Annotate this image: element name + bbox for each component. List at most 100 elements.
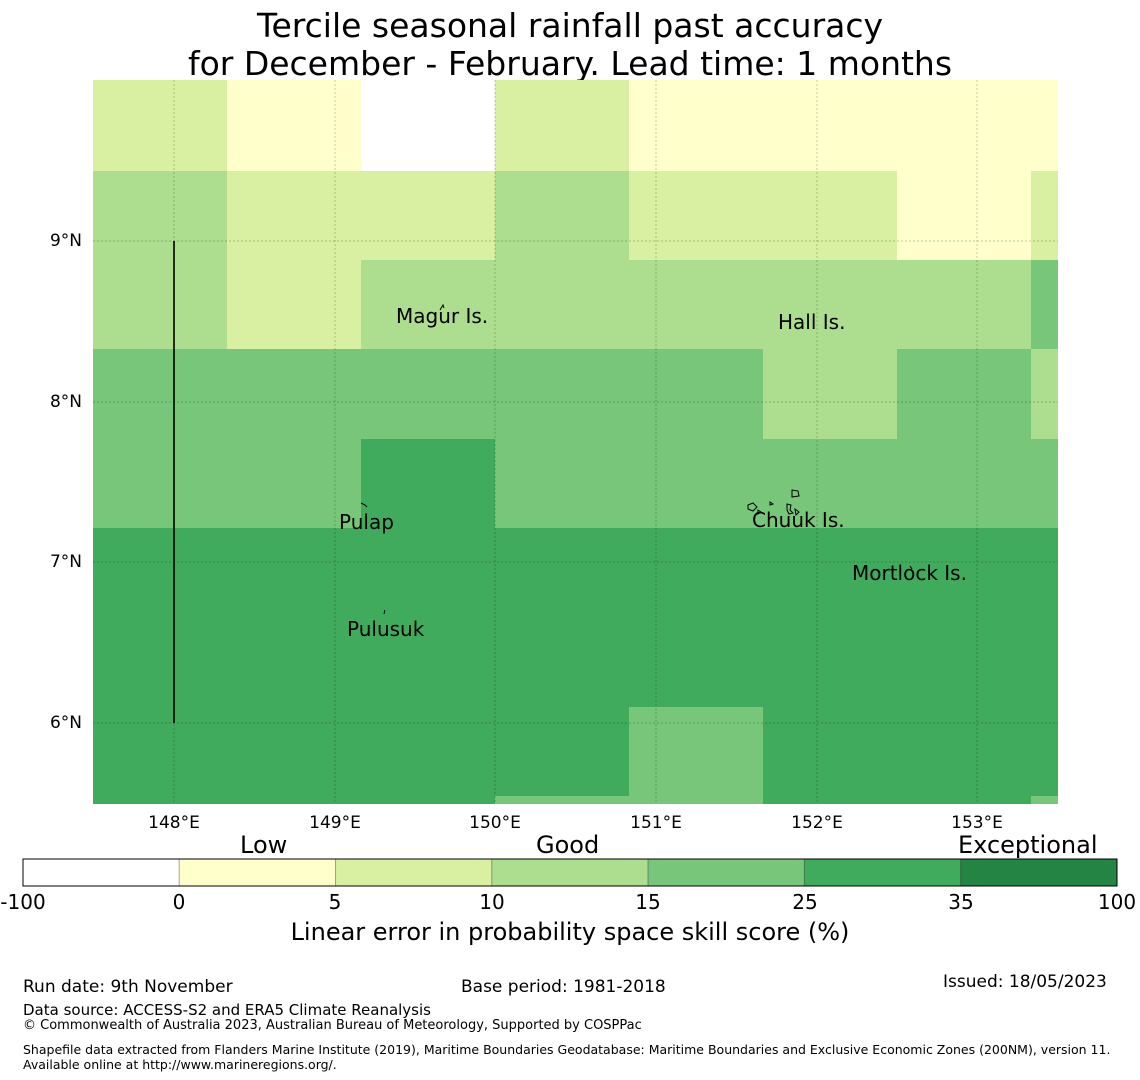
grid-cell bbox=[629, 439, 763, 528]
grid-cell bbox=[763, 171, 897, 260]
grid-cell bbox=[361, 80, 495, 171]
colorbar-swatch bbox=[960, 858, 1118, 887]
map-title-line-1: Tercile seasonal rainfall past accuracy bbox=[256, 6, 884, 45]
grid-cell bbox=[629, 349, 763, 439]
grid-cell bbox=[227, 439, 361, 528]
colorbar-swatch bbox=[178, 858, 337, 887]
grid-cell bbox=[495, 80, 629, 171]
mortlock-island-outline bbox=[909, 565, 913, 570]
grid-cell bbox=[227, 80, 361, 171]
grid-cell bbox=[629, 80, 763, 171]
grid-cell bbox=[763, 80, 897, 171]
colorbar-label: Linear error in probability space skill … bbox=[290, 918, 850, 946]
grid-cell bbox=[495, 707, 629, 804]
grid-cell bbox=[1031, 260, 1058, 349]
category-good: Good bbox=[536, 831, 600, 859]
skill-grid bbox=[93, 80, 1058, 804]
lat-label-7n: 7°N bbox=[49, 552, 82, 572]
grid-cell bbox=[93, 80, 227, 171]
grid-cell bbox=[1031, 439, 1058, 528]
grid-cell bbox=[361, 707, 495, 804]
shapefile-credit: Shapefile data extracted from Flanders M… bbox=[23, 1042, 1111, 1072]
lon-label-148e: 148°E bbox=[148, 813, 200, 833]
colorbar-tick: 25 bbox=[792, 890, 818, 914]
grid-cell bbox=[897, 439, 1031, 528]
grid-cell bbox=[1031, 171, 1058, 260]
grid-cell bbox=[93, 439, 227, 528]
place-label-magur: Magur Is. bbox=[396, 304, 488, 328]
grid-cell bbox=[93, 528, 227, 707]
grid-cell bbox=[1031, 528, 1058, 707]
category-low: Low bbox=[240, 831, 288, 859]
colorbar-tick: 0 bbox=[172, 890, 186, 914]
grid-cell bbox=[629, 707, 763, 804]
grid-cell bbox=[629, 528, 763, 707]
colorbar-swatch bbox=[335, 858, 493, 887]
grid-cell bbox=[763, 260, 897, 349]
grid-cell bbox=[227, 260, 361, 349]
grid-cell bbox=[897, 707, 1031, 804]
lon-label-153e: 153°E bbox=[951, 813, 1003, 833]
colorbar-tick: 10 bbox=[479, 890, 505, 914]
grid-cell bbox=[227, 171, 361, 260]
pulusuk-island-outline bbox=[383, 609, 386, 615]
grid-cell bbox=[93, 707, 227, 804]
grid-cell bbox=[1031, 796, 1058, 804]
grid-cell bbox=[763, 349, 897, 439]
grid-cell bbox=[495, 796, 629, 804]
data-source: Data source: ACCESS-S2 and ERA5 Climate … bbox=[23, 1001, 431, 1019]
colorbar-outline bbox=[22, 858, 1118, 887]
grid-cell bbox=[897, 349, 1031, 439]
issued-date: Issued: 18/05/2023 bbox=[943, 972, 1107, 992]
chuuk-island-outline bbox=[747, 489, 800, 517]
grid-cell bbox=[93, 260, 227, 349]
place-label-chuuk: Chuuk Is. bbox=[752, 508, 845, 532]
grid-cell bbox=[227, 707, 361, 804]
colorbar-swatch bbox=[647, 858, 805, 887]
run-date: Run date: 9th November bbox=[23, 977, 233, 997]
grid-cell bbox=[763, 528, 897, 707]
lon-label-150e: 150°E bbox=[469, 813, 521, 833]
grid-cell bbox=[1031, 349, 1058, 439]
grid-cell bbox=[1031, 80, 1058, 171]
grid-cell bbox=[361, 171, 495, 260]
grid-cell bbox=[495, 349, 629, 439]
colorbar-tick: 5 bbox=[328, 890, 342, 914]
grid-cell bbox=[227, 528, 361, 707]
grid-cell bbox=[361, 260, 495, 349]
grid-cell bbox=[897, 528, 1031, 707]
colorbar-swatch bbox=[22, 858, 180, 887]
category-exceptional: Exceptional bbox=[958, 831, 1098, 859]
colorbar bbox=[22, 858, 1118, 887]
place-label-mortlock: Mortlock Is. bbox=[852, 561, 967, 585]
colorbar-tick: -100 bbox=[0, 890, 46, 914]
grid-cell bbox=[629, 260, 763, 349]
lon-label-151e: 151°E bbox=[630, 813, 682, 833]
colorbar-swatch bbox=[803, 858, 962, 887]
grid-cell bbox=[361, 528, 495, 707]
pulap-island-outline bbox=[360, 502, 368, 508]
grid-cell bbox=[897, 80, 1031, 171]
lat-label-9n: 9°N bbox=[49, 231, 82, 251]
colorbar-tick: 35 bbox=[948, 890, 974, 914]
place-label-hall: Hall Is. bbox=[778, 310, 845, 334]
grid-cell bbox=[1031, 707, 1058, 804]
base-period: Base period: 1981-2018 bbox=[461, 977, 666, 997]
grid-cell bbox=[495, 528, 629, 707]
grid-cell bbox=[897, 260, 1031, 349]
lat-label-8n: 8°N bbox=[49, 392, 82, 412]
grid-cell bbox=[763, 707, 897, 804]
lon-label-149e: 149°E bbox=[309, 813, 361, 833]
grid-cell bbox=[495, 171, 629, 260]
grid-cell bbox=[93, 349, 227, 439]
lon-label-152e: 152°E bbox=[791, 813, 843, 833]
grid-cell bbox=[361, 349, 495, 439]
grid-cell bbox=[495, 260, 629, 349]
place-label-pulap: Pulap bbox=[339, 510, 394, 534]
copyright-notice: © Commonwealth of Australia 2023, Austra… bbox=[23, 1018, 642, 1033]
place-label-pulusuk: Pulusuk bbox=[347, 617, 425, 641]
grid-cell bbox=[495, 439, 629, 528]
colorbar-swatch bbox=[491, 858, 649, 887]
grid-cell bbox=[227, 349, 361, 439]
